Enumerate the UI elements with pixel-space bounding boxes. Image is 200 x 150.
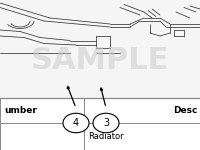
Text: Radiator: Radiator	[88, 132, 124, 141]
Text: SAMPLE: SAMPLE	[31, 46, 169, 75]
Text: umber: umber	[4, 106, 37, 115]
Text: Desc: Desc	[174, 106, 198, 115]
Text: 4: 4	[73, 118, 79, 128]
Circle shape	[63, 113, 89, 133]
Circle shape	[93, 113, 119, 133]
Bar	[0, 0, 200, 98]
Bar	[0, 98, 200, 150]
Text: 3: 3	[103, 118, 109, 128]
